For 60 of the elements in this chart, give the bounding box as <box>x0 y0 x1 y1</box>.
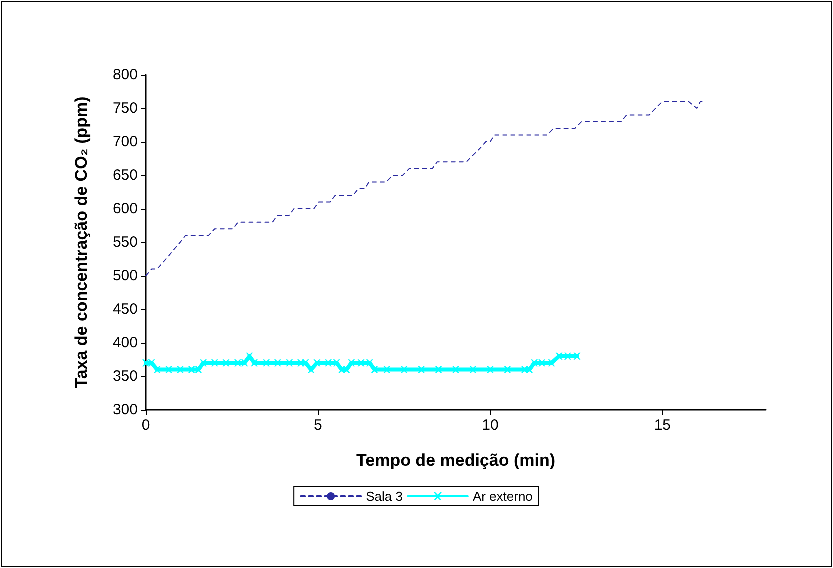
x-tick-label: 5 <box>314 417 322 434</box>
point <box>195 366 202 374</box>
point <box>548 360 556 367</box>
point <box>538 360 546 367</box>
point <box>314 360 321 367</box>
point <box>504 366 512 374</box>
point <box>470 366 477 374</box>
point <box>154 366 161 374</box>
point <box>348 360 356 367</box>
y-tick-label: 550 <box>112 234 138 251</box>
point <box>400 366 408 374</box>
point <box>358 360 365 367</box>
y-tick-label: 800 <box>112 66 138 84</box>
x-tick-label: 15 <box>654 417 672 434</box>
point <box>526 366 534 374</box>
y-tick-label: 350 <box>112 368 138 385</box>
point <box>333 360 340 367</box>
y-tick-label: 400 <box>112 334 138 352</box>
point <box>366 360 374 367</box>
point <box>325 360 332 367</box>
y-axis-title: Taxa de concentração de CO₂ (ppm) <box>72 96 91 388</box>
point <box>564 352 572 360</box>
point <box>234 360 242 367</box>
y-tick-label: 450 <box>112 301 138 318</box>
point <box>452 366 460 374</box>
y-tick-label: 750 <box>112 100 138 117</box>
y-tick-label: 700 <box>112 134 138 150</box>
y-tick-label: 500 <box>112 268 138 284</box>
point <box>211 360 218 367</box>
x-tick-label: 0 <box>142 417 150 434</box>
point <box>222 360 230 367</box>
point <box>371 366 378 374</box>
point <box>418 366 426 374</box>
point <box>384 366 391 374</box>
point <box>241 360 248 367</box>
point <box>251 360 258 367</box>
legend-label: Ar externo <box>472 489 533 504</box>
y-tick-label: 650 <box>112 167 138 184</box>
point <box>531 360 538 367</box>
point <box>274 360 282 367</box>
x-axis-title: Tempo de medição (min) <box>356 451 556 470</box>
x-tick-label: 10 <box>482 417 499 434</box>
point <box>148 360 156 367</box>
point <box>166 366 173 374</box>
point <box>556 352 563 360</box>
legend-label: Sala 3 <box>366 489 403 504</box>
point <box>435 366 442 374</box>
point <box>263 360 270 367</box>
y-tick-label: 600 <box>112 200 138 218</box>
point <box>302 360 310 367</box>
point <box>176 366 184 374</box>
point <box>574 352 581 360</box>
point <box>200 360 208 367</box>
point <box>142 360 150 367</box>
line-series <box>146 101 704 276</box>
point <box>188 366 196 374</box>
point <box>343 366 350 374</box>
point <box>286 360 294 367</box>
point <box>486 366 494 374</box>
y-tick-label: 300 <box>112 402 138 418</box>
